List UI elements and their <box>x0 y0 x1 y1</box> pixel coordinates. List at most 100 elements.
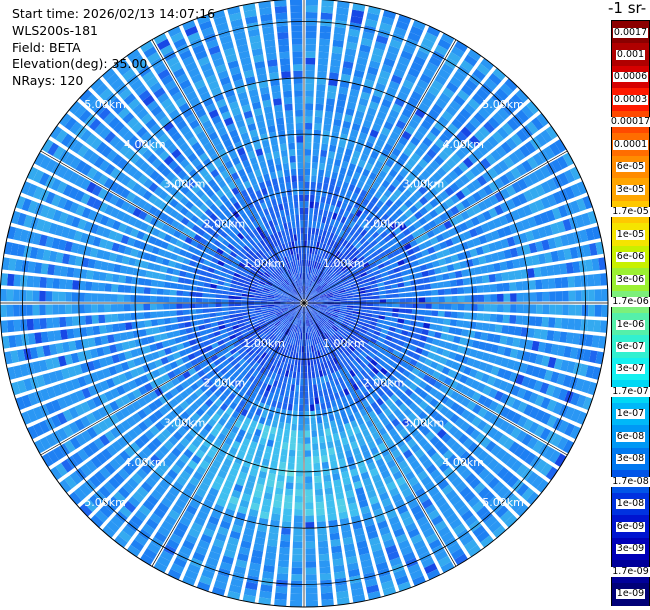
range-gate-cell <box>495 448 507 461</box>
range-gate-cell <box>368 387 376 396</box>
range-gate-cell <box>424 310 432 316</box>
range-gate-cell <box>314 123 322 131</box>
range-gate-cell <box>324 244 330 252</box>
range-gate-cell <box>331 343 337 350</box>
range-gate-cell <box>231 524 243 534</box>
range-gate-cell <box>556 373 566 386</box>
range-gate-cell <box>200 533 213 544</box>
range-gate-cell <box>403 189 413 199</box>
range-gate-cell <box>325 268 331 275</box>
range-gate-cell <box>258 320 266 326</box>
range-gate-cell <box>311 325 315 332</box>
range-gate-cell <box>318 390 324 397</box>
range-gate-cell <box>495 145 507 158</box>
range-gate-cell <box>494 403 505 415</box>
range-gate-cell <box>279 388 285 397</box>
range-gate-cell <box>413 510 426 521</box>
range-gate-cell <box>202 313 210 319</box>
range-gate-cell <box>281 326 287 333</box>
range-gate-cell <box>488 194 499 206</box>
range-gate-cell <box>235 292 242 297</box>
range-gate-cell <box>337 261 344 268</box>
range-gate-cell <box>312 331 316 339</box>
range-gate-cell <box>252 345 260 352</box>
range-gate-cell <box>365 331 373 337</box>
range-gate-cell <box>492 430 504 443</box>
range-gate-cell <box>214 398 223 407</box>
range-gate-cell <box>338 312 346 317</box>
range-gate-cell <box>349 468 359 477</box>
range-gate-cell <box>469 477 481 490</box>
range-gate-cell <box>153 334 162 342</box>
range-gate-cell <box>368 324 376 330</box>
range-gate-cell <box>386 359 395 367</box>
range-gate-cell <box>356 195 365 204</box>
range-gate-cell <box>304 285 306 293</box>
range-gate-cell <box>403 281 411 287</box>
range-gate-cell <box>397 340 405 347</box>
range-gate-cell <box>397 259 405 266</box>
range-gate-cell <box>308 302 315 303</box>
range-gate-cell <box>267 303 274 305</box>
range-gate-cell <box>413 220 422 230</box>
range-gate-cell <box>357 438 366 447</box>
range-gate-cell <box>386 303 393 308</box>
range-gate-cell <box>313 316 318 323</box>
range-gate-cell <box>62 409 74 422</box>
range-gate-cell <box>340 382 347 390</box>
range-gate-cell <box>323 361 329 369</box>
range-gate-cell <box>126 266 134 275</box>
range-gate-cell <box>444 311 452 318</box>
range-gate-cell <box>317 289 324 294</box>
range-gate-cell <box>131 472 144 485</box>
range-gate-cell <box>310 417 316 425</box>
range-gate-cell <box>388 515 400 526</box>
range-gate-cell <box>394 498 406 509</box>
range-gate-cell <box>460 409 471 420</box>
range-gate-cell <box>348 236 356 244</box>
range-gate-cell <box>271 372 277 380</box>
range-gate-cell <box>454 353 463 362</box>
range-gate-cell <box>372 310 380 315</box>
range-gate-cell <box>264 376 271 384</box>
range-gate-cell <box>287 462 295 470</box>
range-gate-cell <box>289 330 293 338</box>
range-gate-cell <box>288 315 294 322</box>
range-gate-cell <box>229 495 240 505</box>
range-gate-cell <box>328 271 335 277</box>
range-gate-cell <box>387 331 395 337</box>
range-gate-cell <box>342 232 349 240</box>
range-gate-cell <box>351 9 365 18</box>
range-gate-cell <box>211 586 226 597</box>
range-gate-cell <box>220 402 229 412</box>
range-gate-cell <box>477 188 488 199</box>
range-gate-cell <box>371 283 378 289</box>
range-gate-cell <box>182 575 196 587</box>
range-gate-cell <box>408 326 417 333</box>
range-gate-cell <box>245 581 258 591</box>
range-gate-cell <box>360 125 370 135</box>
range-gate-cell <box>318 169 325 177</box>
range-gate-cell <box>363 319 371 324</box>
range-gate-cell <box>438 258 447 266</box>
range-gate-cell <box>392 433 402 443</box>
range-gate-cell <box>374 160 384 170</box>
range-gate-cell <box>305 600 319 607</box>
range-gate-cell <box>354 337 362 344</box>
range-gate-cell <box>552 401 563 415</box>
range-gate-cell <box>336 0 350 9</box>
range-gate-cell <box>310 240 314 248</box>
range-gate-cell <box>476 63 490 76</box>
range-gate-cell <box>317 343 322 351</box>
range-gate-cell <box>549 450 561 464</box>
range-gate-cell <box>328 447 336 455</box>
range-gate-cell <box>323 274 329 281</box>
range-gate-cell <box>265 445 273 454</box>
range-gate-cell <box>579 363 589 377</box>
range-gate-cell <box>451 118 463 130</box>
range-gate-cell <box>120 407 131 418</box>
range-gate-cell <box>305 313 308 320</box>
range-gate-cell <box>307 312 311 319</box>
range-gate-cell <box>546 399 557 412</box>
range-gate-cell <box>357 354 365 361</box>
